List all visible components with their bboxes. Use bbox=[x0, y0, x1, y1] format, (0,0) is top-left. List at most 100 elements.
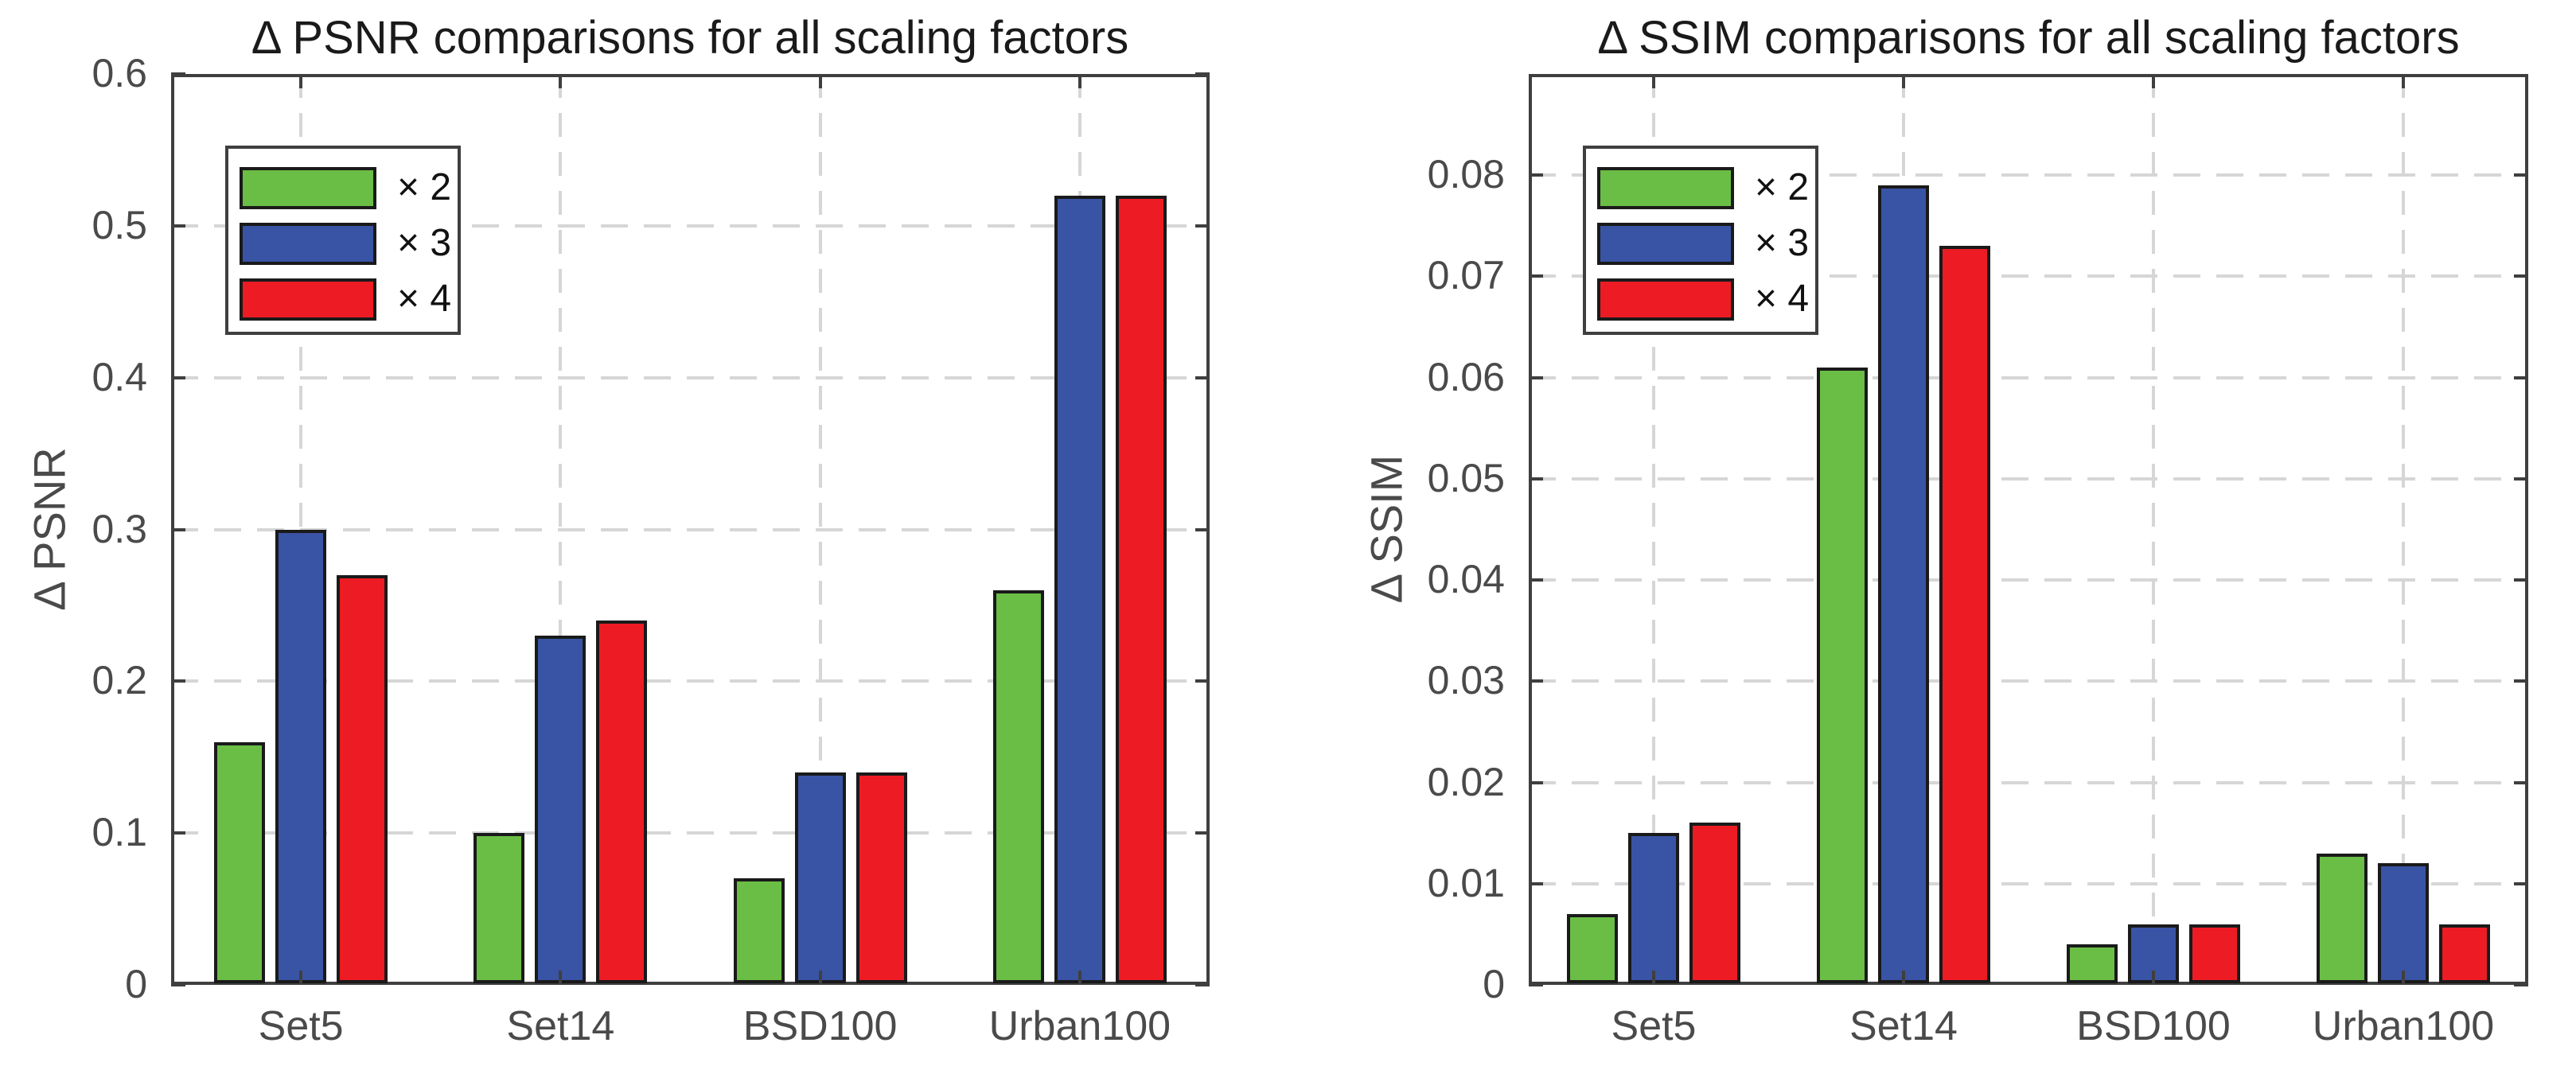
horizontal-gridline bbox=[171, 679, 1210, 683]
vertical-gridline bbox=[1652, 74, 1655, 985]
bar bbox=[2067, 944, 2118, 983]
bar bbox=[474, 833, 525, 983]
bar bbox=[2439, 924, 2490, 983]
y-tick-left bbox=[171, 831, 185, 835]
bar bbox=[1628, 833, 1679, 983]
y-tick-left bbox=[171, 527, 185, 531]
legend-label: × 3 bbox=[1755, 222, 1810, 264]
horizontal-gridline bbox=[1529, 881, 2528, 885]
legend-row: × 3 bbox=[1586, 216, 1815, 271]
bar bbox=[794, 772, 846, 983]
legend-label: × 2 bbox=[397, 166, 452, 208]
x-tick-top bbox=[1078, 74, 1081, 88]
y-tick-label: 0.08 bbox=[1427, 152, 1505, 197]
y-tick-right bbox=[1195, 375, 1210, 379]
legend-label: × 4 bbox=[397, 278, 452, 320]
y-tick-right bbox=[2514, 173, 2528, 177]
y-tick-right bbox=[1195, 983, 1210, 986]
legend-swatch bbox=[1597, 278, 1734, 321]
y-tick-label: 0 bbox=[125, 962, 147, 1006]
legend: × 2 × 3 × 4 bbox=[225, 146, 461, 335]
y-tick-right bbox=[2514, 881, 2528, 885]
y-tick-right bbox=[2514, 578, 2528, 582]
legend-row: × 4 bbox=[228, 271, 458, 327]
y-tick-left bbox=[1529, 274, 1543, 278]
legend-swatch bbox=[240, 222, 376, 265]
y-tick-left bbox=[1529, 881, 1543, 885]
bar bbox=[1689, 823, 1740, 983]
x-category-label: Set14 bbox=[1849, 1003, 1958, 1049]
bar bbox=[596, 621, 648, 983]
y-tick-label: 0.2 bbox=[92, 658, 147, 703]
x-tick-bottom bbox=[559, 971, 563, 985]
horizontal-gridline bbox=[1529, 679, 2528, 683]
legend-label: × 2 bbox=[1755, 166, 1810, 208]
x-category-label: Urban100 bbox=[2312, 1003, 2495, 1049]
y-tick-right bbox=[2514, 679, 2528, 683]
x-category-label: Set5 bbox=[1611, 1003, 1697, 1049]
horizontal-gridline bbox=[1529, 173, 2528, 177]
legend: × 2 × 3 × 4 bbox=[1583, 146, 1818, 335]
bar bbox=[535, 636, 587, 983]
legend-swatch bbox=[240, 278, 376, 321]
y-tick-left bbox=[171, 983, 185, 986]
bar bbox=[1878, 185, 1929, 983]
bar bbox=[992, 589, 1044, 983]
y-tick-left bbox=[171, 375, 185, 379]
y-tick-label: 0.01 bbox=[1427, 860, 1505, 905]
x-category-label: Set14 bbox=[506, 1003, 615, 1049]
ssim-chart-title: Δ SSIM comparisons for all scaling facto… bbox=[1597, 12, 2460, 64]
y-tick-label: 0.4 bbox=[92, 354, 147, 399]
legend-swatch bbox=[1597, 166, 1734, 209]
x-tick-bottom bbox=[299, 971, 303, 985]
y-tick-label: 0.02 bbox=[1427, 759, 1505, 804]
legend-swatch bbox=[1597, 222, 1734, 265]
bar bbox=[275, 529, 327, 983]
x-tick-top bbox=[559, 74, 563, 88]
horizontal-gridline bbox=[1529, 375, 2528, 379]
y-tick-label: 0.07 bbox=[1427, 253, 1505, 298]
x-tick-top bbox=[2402, 74, 2405, 88]
vertical-gridline bbox=[559, 74, 563, 985]
legend-label: × 4 bbox=[1755, 278, 1810, 320]
bar bbox=[337, 574, 388, 983]
legend-row: × 4 bbox=[1586, 271, 1815, 327]
bar bbox=[1054, 195, 1105, 983]
x-tick-bottom bbox=[818, 971, 822, 985]
y-tick-label: 0.05 bbox=[1427, 455, 1505, 500]
bar bbox=[1115, 195, 1167, 983]
bar bbox=[2317, 853, 2368, 983]
horizontal-gridline bbox=[1529, 780, 2528, 784]
x-category-label: Urban100 bbox=[988, 1003, 1171, 1049]
y-tick-right bbox=[2514, 375, 2528, 379]
horizontal-gridline bbox=[1529, 274, 2528, 278]
horizontal-gridline bbox=[1529, 477, 2528, 481]
legend-label: × 3 bbox=[397, 222, 452, 264]
legend-row: × 2 bbox=[1586, 160, 1815, 216]
x-category-label: Set5 bbox=[258, 1003, 344, 1049]
y-tick-left bbox=[171, 679, 185, 683]
y-tick-label: 0.3 bbox=[92, 506, 147, 551]
x-tick-top bbox=[2152, 74, 2155, 88]
y-tick-right bbox=[1195, 527, 1210, 531]
legend-swatch bbox=[240, 166, 376, 209]
x-tick-bottom bbox=[2152, 971, 2155, 985]
y-tick-right bbox=[2514, 274, 2528, 278]
bar bbox=[855, 772, 907, 983]
x-tick-top bbox=[1902, 74, 1905, 88]
horizontal-gridline bbox=[171, 375, 1210, 379]
y-tick-right bbox=[1195, 679, 1210, 683]
x-tick-bottom bbox=[2402, 971, 2405, 985]
bar bbox=[733, 878, 785, 983]
vertical-gridline bbox=[818, 74, 822, 985]
y-tick-label: 0.1 bbox=[92, 810, 147, 855]
y-tick-left bbox=[171, 224, 185, 228]
y-tick-right bbox=[1195, 831, 1210, 835]
y-tick-label: 0 bbox=[1483, 962, 1505, 1006]
x-tick-top bbox=[818, 74, 822, 88]
y-tick-left bbox=[1529, 983, 1543, 986]
horizontal-gridline bbox=[171, 224, 1210, 228]
x-category-label: BSD100 bbox=[2076, 1003, 2231, 1049]
horizontal-gridline bbox=[171, 831, 1210, 835]
